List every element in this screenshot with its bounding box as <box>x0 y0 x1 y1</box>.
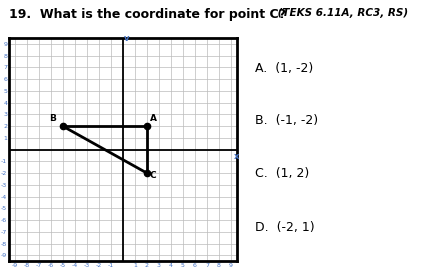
Text: v: v <box>124 33 129 43</box>
Text: A.  (1, -2): A. (1, -2) <box>254 62 312 75</box>
Text: D.  (-2, 1): D. (-2, 1) <box>254 221 313 234</box>
Text: C: C <box>150 171 156 180</box>
Text: (TEKS 6.11A, RC3, RS): (TEKS 6.11A, RC3, RS) <box>273 8 407 18</box>
Text: C.  (1, 2): C. (1, 2) <box>254 167 308 180</box>
Text: B.  (-1, -2): B. (-1, -2) <box>254 114 317 126</box>
Text: A: A <box>150 114 157 123</box>
Text: 19.  What is the coordinate for point C?: 19. What is the coordinate for point C? <box>9 8 285 21</box>
Text: B: B <box>49 114 56 123</box>
Text: x: x <box>234 152 239 161</box>
